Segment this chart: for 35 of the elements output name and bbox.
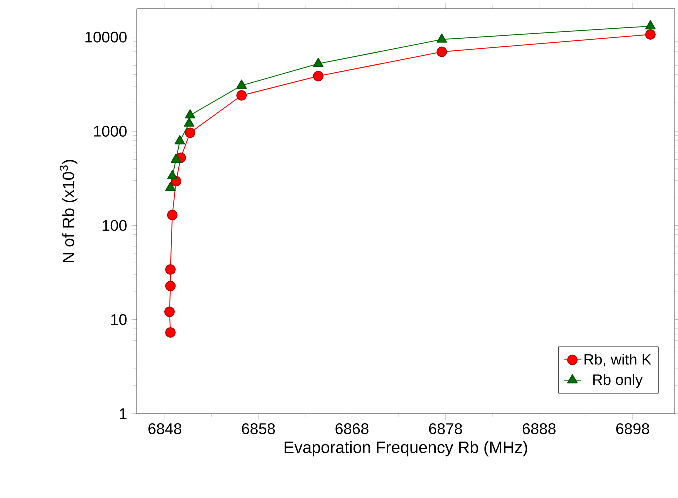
x-tick-label: 6898 — [616, 423, 650, 434]
point — [313, 71, 324, 82]
point — [184, 118, 195, 127]
point — [185, 128, 196, 138]
point — [645, 29, 656, 40]
x-tick-label: 6848 — [148, 423, 182, 434]
point — [236, 90, 248, 101]
point — [165, 327, 176, 338]
y-tick-label: 1000 — [94, 126, 127, 137]
point — [236, 80, 248, 89]
x-tick-label: 6878 — [429, 423, 462, 434]
point — [645, 20, 656, 30]
point — [165, 281, 176, 292]
point — [165, 264, 176, 276]
x-axis-title: Evaporation Frequency Rb (MHz) — [284, 441, 528, 457]
y-tick-label: 10000 — [86, 32, 127, 43]
x-tick-label: 6868 — [336, 423, 369, 434]
point — [436, 46, 448, 58]
legend-label: Rb only — [594, 374, 643, 388]
y-axis-title: N of Rb (x10$^{3}$) — [60, 160, 78, 262]
y-tick-label: 100 — [102, 220, 127, 232]
point — [185, 110, 196, 119]
y-tick-label: 1 — [120, 408, 127, 420]
point — [171, 154, 182, 163]
legend-label: Rb, with K — [584, 354, 652, 367]
point — [174, 135, 186, 145]
point — [164, 306, 176, 318]
point — [165, 182, 176, 192]
y-tick-label: 10 — [111, 314, 127, 326]
point — [313, 58, 324, 68]
point — [436, 34, 448, 43]
point — [167, 170, 178, 180]
x-tick-label: 6858 — [242, 423, 276, 434]
x-tick-label: 6888 — [522, 423, 556, 434]
point — [167, 210, 178, 220]
